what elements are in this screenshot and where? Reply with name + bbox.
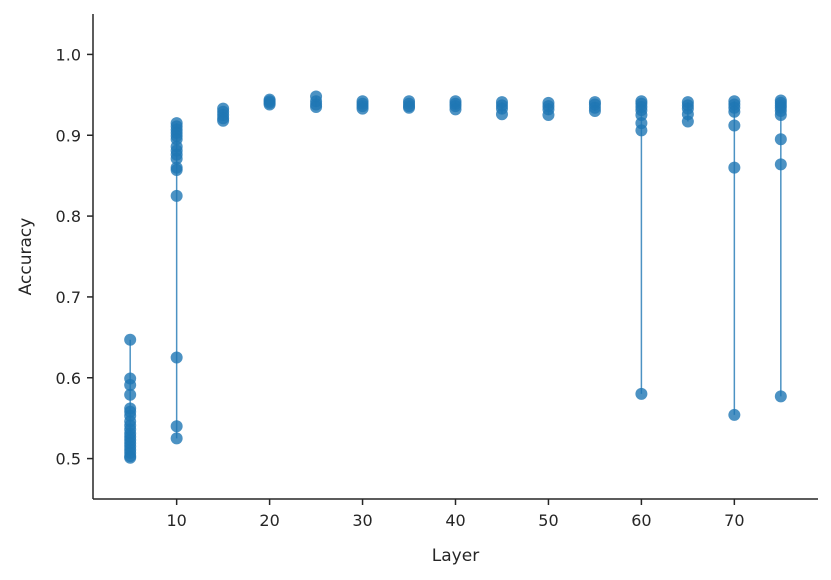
data-point (635, 387, 648, 400)
data-point (774, 109, 787, 122)
data-point (542, 109, 555, 122)
data-point (170, 420, 183, 433)
x-axis-ticks: 10 20 30 40 50 60 70 (166, 499, 745, 530)
x-tick-label: 50 (538, 511, 558, 530)
data-point (170, 164, 183, 177)
data-point (403, 101, 416, 114)
data-point (217, 114, 230, 127)
data-point (124, 379, 137, 392)
x-tick-label: 70 (724, 511, 744, 530)
data-points (124, 90, 787, 464)
y-tick-label: 0.8 (56, 207, 81, 226)
data-point (728, 119, 741, 132)
data-point (170, 189, 183, 202)
data-point (774, 133, 787, 146)
x-tick-label: 10 (166, 511, 186, 530)
data-point (124, 333, 137, 346)
data-point (449, 103, 462, 116)
data-point (728, 105, 741, 118)
x-tick-label: 30 (352, 511, 372, 530)
data-point (356, 102, 369, 115)
x-tick-label: 60 (631, 511, 651, 530)
y-tick-label: 0.6 (56, 369, 81, 388)
data-point (310, 100, 323, 113)
data-point (170, 432, 183, 445)
data-point (124, 451, 137, 464)
data-point (170, 351, 183, 364)
data-point (263, 98, 276, 111)
y-tick-label: 0.5 (56, 450, 81, 469)
data-point (774, 158, 787, 171)
y-axis-title: Accuracy (16, 218, 36, 296)
range-lines (129, 96, 782, 458)
y-tick-label: 1.0 (56, 45, 81, 64)
y-axis-ticks: 0.5 0.6 0.7 0.8 0.9 1.0 (56, 45, 93, 469)
x-axis-title: Layer (432, 546, 479, 566)
data-point (728, 161, 741, 174)
data-point (774, 390, 787, 403)
y-tick-label: 0.7 (56, 288, 81, 307)
data-point (124, 388, 137, 401)
y-tick-label: 0.9 (56, 126, 81, 145)
data-point (495, 108, 508, 121)
x-tick-label: 20 (259, 511, 279, 530)
x-tick-label: 40 (445, 511, 465, 530)
data-point (681, 115, 694, 128)
data-point (588, 105, 601, 117)
data-point (728, 408, 741, 421)
data-point (170, 152, 183, 165)
data-point (635, 124, 648, 137)
